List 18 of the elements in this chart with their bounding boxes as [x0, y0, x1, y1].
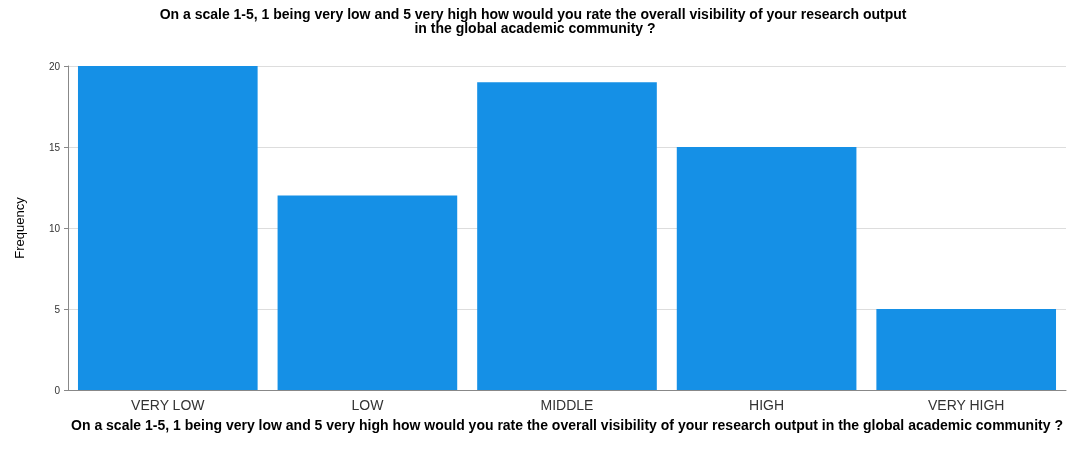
bar — [876, 309, 1057, 390]
y-tick-label: 10 — [48, 222, 61, 234]
x-tick-label: MIDDLE — [540, 397, 594, 413]
y-tick-label: 0 — [54, 384, 61, 396]
y-tick-label: 20 — [48, 60, 61, 72]
y-tick-label: 5 — [54, 303, 61, 315]
bar — [477, 82, 657, 390]
x-tick-label: HIGH — [749, 397, 785, 413]
x-axis-title: On a scale 1-5, 1 being very low and 5 very high how would you rate the overall visibility of your research output in the global academic community ? — [71, 417, 1063, 433]
y-axis-title: Frequency — [12, 196, 27, 259]
bar — [77, 66, 258, 390]
chart-title: On a scale 1-5, 1 being very low and 5 very high how would you rate the overall visibility of your research output in the global academic community ? — [159, 6, 911, 36]
bar — [277, 195, 458, 390]
x-tick-label: VERY HIGH — [927, 397, 1005, 413]
x-tick-label: LOW — [351, 397, 385, 413]
bar — [676, 147, 857, 390]
y-tick-label: 15 — [48, 141, 61, 153]
x-tick-label: VERY LOW — [131, 397, 206, 413]
